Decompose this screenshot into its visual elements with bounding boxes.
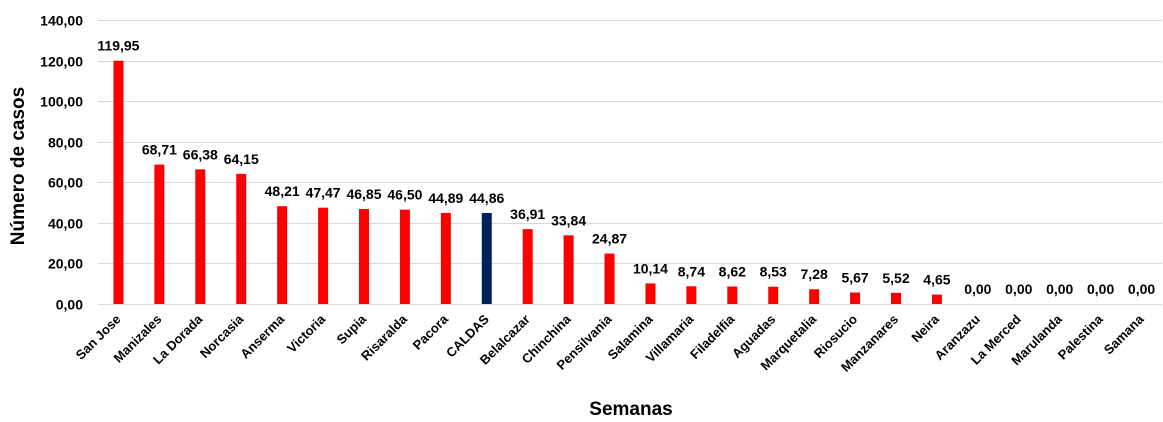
data-label: 68,71 — [142, 142, 177, 158]
y-tick-label: 120,00 — [40, 54, 83, 70]
x-axis-title: Semanas — [589, 399, 672, 420]
data-label: 5,52 — [882, 270, 909, 286]
category-label: Victoria — [284, 311, 329, 356]
data-label: 44,89 — [428, 190, 463, 206]
bar — [850, 292, 861, 304]
data-label: 0,00 — [964, 281, 991, 297]
y-tick-label: 100,00 — [40, 94, 83, 110]
category-label: Filadelfia — [687, 311, 738, 362]
category-label: Supia — [333, 311, 369, 347]
data-label: 0,00 — [1046, 281, 1073, 297]
data-label: 5,67 — [841, 269, 868, 285]
data-label: 33,84 — [551, 212, 586, 228]
bar — [563, 235, 574, 304]
bar — [768, 286, 779, 304]
y-tick-label: 40,00 — [48, 216, 83, 232]
data-label: 8,53 — [760, 264, 787, 280]
bar — [604, 253, 615, 304]
category-label: Palestina — [1055, 311, 1107, 363]
bar — [481, 212, 492, 304]
data-label: 24,87 — [592, 231, 627, 247]
y-tick-label: 20,00 — [48, 256, 83, 272]
data-labels: 119,95 68,71 66,38 64,15 48,21 47,47 46,85 46,5… — [97, 38, 1155, 297]
data-label: 44,86 — [469, 190, 504, 206]
category-label: Samana — [1101, 311, 1147, 357]
y-axis-title: Número de casos — [8, 87, 29, 245]
y-tick-label: 60,00 — [48, 175, 83, 191]
bar — [399, 209, 410, 304]
category-label: Anserma — [237, 311, 287, 361]
data-label: 8,74 — [678, 263, 705, 279]
data-label: 66,38 — [183, 146, 218, 162]
data-label: 0,00 — [1128, 281, 1155, 297]
data-label: 47,47 — [306, 185, 341, 201]
data-label: 7,28 — [801, 266, 828, 282]
bar — [154, 164, 165, 304]
data-label: 36,91 — [510, 206, 545, 222]
bar — [522, 229, 533, 304]
y-tick-label: 140,00 — [40, 13, 83, 29]
data-label: 0,00 — [1087, 281, 1114, 297]
data-label: 0,00 — [1005, 281, 1032, 297]
data-label: 4,65 — [923, 272, 950, 288]
bar — [931, 294, 942, 304]
bar — [727, 286, 738, 304]
bar — [891, 292, 901, 304]
data-label: 64,15 — [224, 151, 259, 167]
bars — [113, 60, 942, 305]
gridlines — [98, 20, 1162, 264]
bar — [318, 207, 329, 304]
y-tick-label: 0,00 — [56, 297, 83, 313]
bar — [645, 283, 656, 304]
data-label: 48,21 — [265, 183, 300, 199]
bar — [195, 169, 206, 304]
bar — [359, 208, 369, 304]
y-tick-label: 80,00 — [48, 135, 83, 151]
bar — [440, 212, 451, 304]
category-label: Risaralda — [358, 311, 411, 364]
bar — [113, 60, 124, 305]
data-label: 8,62 — [719, 264, 746, 280]
y-axis-ticks: 0,00 20,00 40,00 60,00 80,00 100,00 120,00 140,… — [40, 13, 83, 313]
bar — [236, 173, 247, 304]
bar — [277, 206, 288, 304]
data-label: 46,85 — [346, 186, 381, 202]
data-label: 10,14 — [633, 260, 668, 276]
data-label: 119,95 — [97, 38, 139, 54]
data-label: 46,50 — [387, 187, 422, 203]
bar — [809, 289, 820, 304]
bar — [686, 286, 697, 304]
category-label: Neira — [908, 311, 942, 345]
